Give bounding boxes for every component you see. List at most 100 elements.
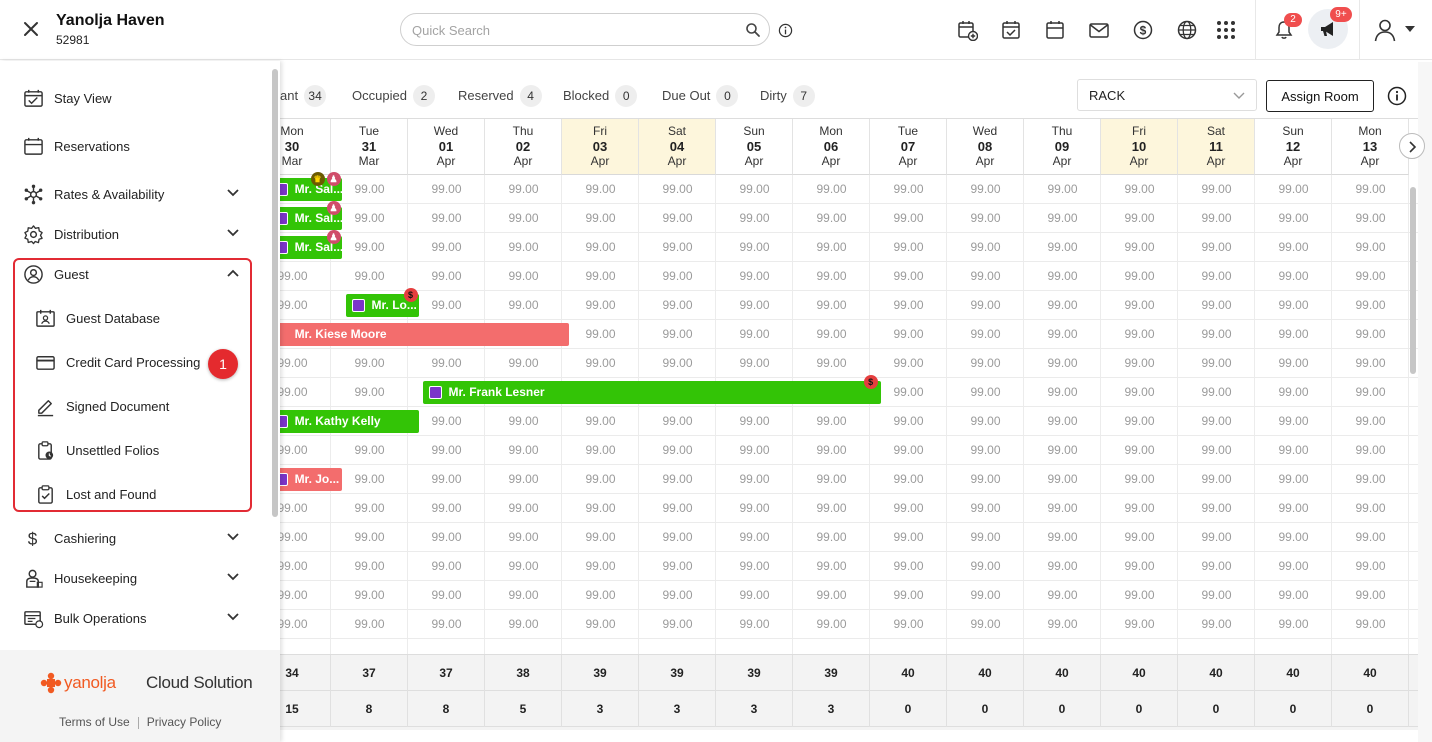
sidebar-item-housekeeping[interactable]: Housekeeping (0, 560, 270, 596)
rate-cell[interactable]: 99.00 (970, 327, 1001, 341)
rate-cell[interactable]: 99.00 (970, 472, 1001, 486)
rate-cell[interactable]: 99.00 (354, 443, 385, 457)
rate-cell[interactable]: 99.00 (508, 443, 539, 457)
rate-cell[interactable]: 99.00 (1124, 356, 1155, 370)
rate-cell[interactable]: 99.00 (662, 501, 693, 515)
rate-cell[interactable]: 99.00 (1355, 559, 1386, 573)
rate-cell[interactable]: 99.00 (1278, 414, 1309, 428)
rate-cell[interactable]: 99.00 (1201, 617, 1232, 631)
rate-cell[interactable]: 99.00 (893, 588, 924, 602)
sidebar-item-guest-database[interactable]: Guest Database (0, 300, 270, 336)
rate-cell[interactable]: 99.00 (816, 559, 847, 573)
rate-cell[interactable]: 99.00 (739, 501, 770, 515)
calendar-add-icon[interactable] (956, 19, 978, 41)
rate-cell[interactable]: 99.00 (508, 617, 539, 631)
page-scrollbar[interactable] (1418, 62, 1432, 742)
rate-cell[interactable]: 99.00 (585, 356, 616, 370)
sidebar-item-lost-and-found[interactable]: Lost and Found (0, 476, 270, 512)
rate-cell[interactable]: 99.00 (585, 298, 616, 312)
rate-cell[interactable]: 99.00 (508, 182, 539, 196)
rate-cell[interactable]: 99.00 (1355, 298, 1386, 312)
date-header[interactable]: Fri 10 Apr (1101, 119, 1178, 175)
rate-cell[interactable]: 99.00 (893, 240, 924, 254)
stat-blocked[interactable]: Blocked 0 (563, 85, 638, 107)
rate-cell[interactable]: 99.00 (739, 472, 770, 486)
booking-bar[interactable]: Mr. Jo... (280, 468, 342, 491)
rate-cell[interactable]: 99.00 (1124, 559, 1155, 573)
rate-cell[interactable]: 99.00 (1124, 617, 1155, 631)
rate-cell[interactable]: 99.00 (1124, 211, 1155, 225)
rate-cell[interactable]: 99.00 (1201, 211, 1232, 225)
rate-cell[interactable]: 99.00 (816, 356, 847, 370)
rate-cell[interactable]: 99.00 (1278, 501, 1309, 515)
rate-cell[interactable]: 99.00 (585, 443, 616, 457)
rate-cell[interactable]: 99.00 (280, 559, 308, 573)
rate-cell[interactable]: 99.00 (739, 356, 770, 370)
rate-cell[interactable]: 99.00 (816, 530, 847, 544)
search-icon[interactable] (745, 22, 761, 38)
rate-cell[interactable]: 99.00 (1355, 182, 1386, 196)
rate-cell[interactable]: 99.00 (1355, 588, 1386, 602)
rate-cell[interactable]: 99.00 (354, 472, 385, 486)
date-header[interactable]: Tue 07 Apr (870, 119, 947, 175)
rate-cell[interactable]: 99.00 (431, 617, 462, 631)
rate-cell[interactable]: 99.00 (739, 182, 770, 196)
booking-bar[interactable]: Mr. Sal... ♛ ♟ (280, 172, 343, 201)
rate-cell[interactable]: 99.00 (508, 240, 539, 254)
rate-cell[interactable]: 99.00 (893, 501, 924, 515)
rate-cell[interactable]: 99.00 (662, 240, 693, 254)
rate-cell[interactable]: 99.00 (431, 501, 462, 515)
rate-cell[interactable]: 99.00 (1047, 530, 1078, 544)
rate-cell[interactable]: 99.00 (1047, 240, 1078, 254)
globe-icon[interactable] (1176, 19, 1198, 41)
rate-cell[interactable]: 99.00 (354, 501, 385, 515)
rate-cell[interactable]: 99.00 (1278, 530, 1309, 544)
rate-cell[interactable]: 99.00 (970, 443, 1001, 457)
info-icon[interactable] (778, 23, 793, 38)
rate-cell[interactable]: 99.00 (280, 269, 308, 283)
rate-cell[interactable]: 99.00 (431, 356, 462, 370)
rate-cell[interactable]: 99.00 (585, 269, 616, 283)
stat-dirty[interactable]: Dirty 7 (760, 85, 815, 107)
booking-bar[interactable]: Mr. Kathy Kelly (280, 410, 419, 433)
rate-cell[interactable]: 99.00 (662, 298, 693, 312)
rate-cell[interactable]: 99.00 (1047, 588, 1078, 602)
rate-cell[interactable]: 99.00 (585, 414, 616, 428)
rate-cell[interactable]: 99.00 (662, 559, 693, 573)
rate-cell[interactable]: 99.00 (816, 298, 847, 312)
rate-cell[interactable]: 99.00 (1201, 182, 1232, 196)
rate-cell[interactable]: 99.00 (1355, 443, 1386, 457)
rate-cell[interactable]: 99.00 (970, 501, 1001, 515)
rate-cell[interactable]: 99.00 (1047, 182, 1078, 196)
rate-cell[interactable]: 99.00 (585, 559, 616, 573)
date-header[interactable]: Wed 01 Apr (408, 119, 485, 175)
rate-cell[interactable]: 99.00 (1201, 356, 1232, 370)
rate-cell[interactable]: 99.00 (585, 472, 616, 486)
rate-cell[interactable]: 99.00 (1124, 327, 1155, 341)
close-menu-button[interactable] (20, 18, 42, 40)
stat-vacant[interactable]: ant 34 (280, 85, 327, 107)
rate-cell[interactable]: 99.00 (739, 559, 770, 573)
rate-cell[interactable]: 99.00 (1124, 240, 1155, 254)
rate-cell[interactable]: 99.00 (280, 530, 308, 544)
booking-bar[interactable]: Mr. Sal... ♟ (280, 201, 343, 230)
rate-cell[interactable]: 99.00 (354, 356, 385, 370)
sidebar-item-bulk-operations[interactable]: Bulk Operations (0, 600, 270, 636)
rate-cell[interactable]: 99.00 (1124, 298, 1155, 312)
booking-bar[interactable]: Mr. Frank Lesner $ (422, 375, 881, 404)
rate-cell[interactable]: 99.00 (1201, 588, 1232, 602)
rate-cell[interactable]: 99.00 (662, 356, 693, 370)
rate-cell[interactable]: 99.00 (354, 211, 385, 225)
rate-cell[interactable]: 99.00 (1124, 501, 1155, 515)
date-header[interactable]: Mon 13 Apr (1332, 119, 1409, 175)
rate-cell[interactable]: 99.00 (1201, 269, 1232, 283)
rate-cell[interactable]: 99.00 (1047, 617, 1078, 631)
rate-cell[interactable]: 99.00 (1278, 269, 1309, 283)
info-icon[interactable] (1387, 86, 1407, 106)
rate-cell[interactable]: 99.00 (431, 559, 462, 573)
rate-cell[interactable]: 99.00 (1201, 501, 1232, 515)
rate-cell[interactable]: 99.00 (1278, 385, 1309, 399)
rate-cell[interactable]: 99.00 (508, 356, 539, 370)
rate-cell[interactable]: 99.00 (739, 530, 770, 544)
rate-cell[interactable]: 99.00 (431, 588, 462, 602)
